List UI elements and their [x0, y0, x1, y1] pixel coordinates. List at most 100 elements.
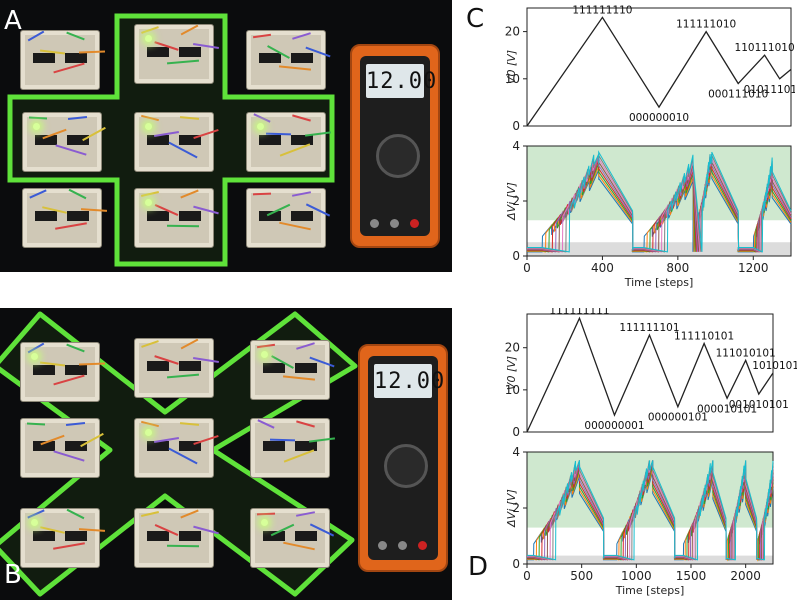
y-axis-label: ΔVi [V]: [505, 182, 518, 221]
jumper-wire: [253, 113, 271, 123]
breadboard: [250, 340, 335, 400]
ic-chip: [147, 361, 169, 371]
ic-chip: [33, 53, 55, 63]
jumper-wire: [53, 62, 85, 74]
multimeter-display: 12.00: [366, 64, 436, 98]
led-light: [31, 519, 38, 526]
jumper-wire: [180, 189, 199, 199]
ic-chip: [35, 135, 57, 145]
jumper-wire: [179, 422, 200, 426]
panel-label-a: A: [4, 6, 22, 36]
jumper-wire: [179, 116, 200, 120]
y-tick-label: 2: [512, 501, 520, 515]
chart-d-delta-v: 0 2 4 0 500 1000 1500 2000 Time [steps] ΔVi [V]: [505, 445, 774, 597]
ic-chip: [263, 441, 285, 451]
breadboard: [134, 418, 219, 478]
ic-chip: [147, 135, 169, 145]
jumper-wire: [55, 222, 87, 230]
jumper-wire: [279, 221, 311, 231]
jumper-wire: [166, 59, 200, 65]
breadboard: [134, 188, 219, 248]
led-light: [145, 429, 152, 436]
jumper-wire: [166, 544, 200, 548]
ic-chip: [65, 53, 87, 63]
breadboard: [22, 112, 106, 172]
led-light: [261, 519, 268, 526]
ic-chip: [179, 361, 201, 371]
y-tick-label: 20: [505, 25, 520, 39]
breadboard: [134, 338, 219, 398]
jumper-wire: [28, 116, 48, 120]
jumper-wire: [291, 191, 312, 197]
multimeter-b: 12.00: [358, 344, 448, 572]
jumper-wire: [252, 192, 272, 196]
breadboard: [250, 508, 335, 568]
photo-panel-a: 12.00 A: [0, 0, 452, 272]
state-annotation: 111110101: [674, 331, 734, 343]
breadboard: [246, 188, 331, 248]
jumper-wire: [53, 374, 85, 386]
jumper-wire: [141, 511, 159, 517]
y-tick-label: 4: [512, 139, 520, 153]
ic-chip: [179, 211, 201, 221]
jumper-wire: [141, 26, 159, 34]
multimeter-face: 12.00: [368, 356, 444, 560]
jumper-wire: [283, 449, 315, 463]
ic-chip: [259, 53, 281, 63]
jumper-wire: [66, 343, 85, 353]
x-axis-label: Time [steps]: [624, 276, 694, 288]
state-annotation: 001010101: [729, 399, 789, 411]
led-light: [145, 35, 152, 42]
probe-jack: [418, 541, 427, 550]
breadboard: [20, 508, 106, 568]
breadboard: [250, 418, 336, 478]
jumper-wire: [141, 420, 159, 428]
led-light: [145, 123, 152, 130]
ic-chip: [291, 211, 313, 221]
state-annotation: 000000101: [648, 412, 708, 424]
y-axis-label: ΔVi [V]: [505, 489, 518, 528]
state-annotation: 110111010: [735, 42, 795, 54]
ic-chip: [147, 441, 169, 451]
jumper-wire: [292, 32, 311, 40]
dial-knob: [376, 134, 420, 178]
jumper-wire: [27, 509, 45, 519]
state-annotation: 111111101: [619, 322, 679, 334]
y-tick-label: 0: [512, 249, 520, 263]
probe-jack: [390, 219, 399, 228]
x-tick-label: 1000: [621, 569, 652, 583]
state-annotation: 000111010: [708, 89, 768, 101]
chart-c-v0: 0 10 20 V0 [V] 111111110 000000010 111111010 00…: [505, 4, 795, 132]
y-tick-label: 10: [505, 383, 520, 397]
panel-label-c: C: [466, 4, 485, 34]
threshold-band: [527, 555, 773, 564]
breadboard: [22, 188, 108, 248]
jumper-wire: [257, 419, 275, 429]
ic-chip: [65, 441, 87, 451]
ic-chip: [35, 211, 57, 221]
jumper-wire: [279, 143, 311, 157]
multimeter-a: 12.00: [350, 44, 440, 248]
x-tick-label: 1500: [676, 569, 707, 583]
y-tick-label: 20: [505, 341, 520, 355]
jumper-wire: [296, 342, 315, 350]
jumper-wire: [67, 116, 88, 120]
ic-chip: [65, 365, 87, 375]
jumper-wire: [166, 373, 200, 379]
jumper-wire: [292, 114, 311, 122]
panel-label-d: D: [468, 552, 489, 582]
probe-jack: [410, 219, 419, 228]
state-annotation: 111111110: [572, 4, 632, 16]
ic-chip: [33, 531, 55, 541]
multimeter-display: 12.00: [374, 364, 444, 398]
state-annotation: 111111111: [549, 308, 609, 317]
ic-chip: [179, 441, 201, 451]
breadboard: [246, 112, 332, 172]
ic-chip: [179, 531, 201, 541]
state-annotation: 000010101: [697, 403, 757, 415]
y-axis-label: V0 [V]: [505, 50, 518, 84]
jumper-wire: [282, 375, 316, 381]
